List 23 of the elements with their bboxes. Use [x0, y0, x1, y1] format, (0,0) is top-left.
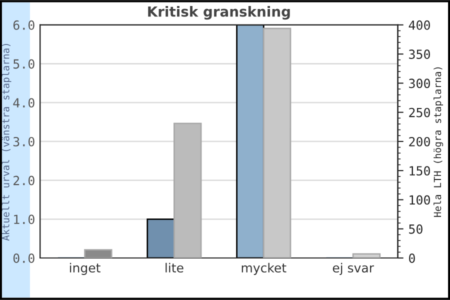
y2-tick-label: 150: [410, 166, 430, 176]
y-axis-title: Aktuellt urval (vänstra staplarna): [2, 44, 12, 241]
y2-axis-title: Hela LTH (högra staplarna): [434, 67, 444, 217]
y2-tick-label: 200: [409, 136, 430, 146]
y-tick-label: 4.0: [13, 98, 34, 108]
y-tick-label: 3.0: [13, 136, 34, 146]
y2-tick-label: 250: [409, 108, 430, 118]
y-tick-label: 1.0: [14, 214, 34, 224]
x-tick-label: ej svar: [332, 262, 374, 275]
y2-tick-label: 350: [409, 50, 430, 59]
y2-tick-label: 100: [410, 195, 430, 205]
y2-tick-label: 50: [409, 224, 422, 234]
x-tick-label: lite: [166, 262, 184, 273]
y-tick-label: 6.0: [13, 20, 34, 30]
chart-title: Kritisk granskning: [148, 6, 290, 20]
y2-tick-label: 300: [409, 78, 430, 88]
x-tick-label: mycket: [242, 262, 286, 275]
y2-tick-label: 400: [408, 20, 430, 30]
y-tick-label: 0.0: [13, 254, 34, 263]
x-tick-label: inget: [70, 262, 100, 275]
y-tick-label: 5.0: [13, 59, 34, 69]
y2-tick-label: 0: [409, 254, 415, 263]
y-tick-label: 2.0: [14, 176, 34, 186]
